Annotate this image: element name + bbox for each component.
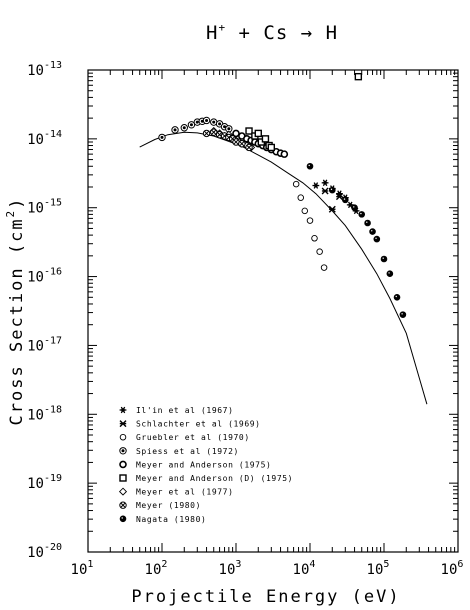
- legend-marker-open-circle-thick: [119, 460, 127, 469]
- legend-label: Meyer (1980): [136, 501, 201, 510]
- data-point-circle-dot: [180, 124, 188, 132]
- data-point-filled-circle: [342, 196, 349, 204]
- data-point-circle-dot: [158, 133, 166, 142]
- legend-marker-circle-x: [119, 501, 127, 509]
- legend-marker-open-square: [119, 474, 127, 482]
- y-tick-label: 10-15: [27, 198, 62, 217]
- data-point-circle-x: [220, 132, 229, 140]
- y-tick-label: 10-14: [27, 129, 62, 148]
- data-point-open-square: [245, 127, 253, 135]
- plot-frame: [87, 69, 459, 553]
- y-tick-label: 10-19: [27, 473, 62, 492]
- data-point-open-circle: [311, 235, 318, 242]
- data-point-open-square: [354, 72, 363, 81]
- legend-marker-circle-dot: [119, 447, 127, 455]
- x-tick-label: 105: [367, 559, 390, 578]
- legend-label: Spiess et al (1972): [136, 447, 239, 456]
- legend-marker-open-diamond: [118, 487, 128, 496]
- data-point-filled-circle: [386, 270, 394, 278]
- data-point-open-square: [261, 135, 270, 143]
- data-point-filled-circle: [351, 204, 358, 212]
- data-point-filled-circle: [328, 186, 336, 194]
- data-point-open-circle: [316, 248, 323, 255]
- legend-label: Meyer and Anderson (1975): [136, 460, 271, 469]
- x-tick-label: 104: [293, 559, 316, 578]
- data-point-open-circle: [297, 194, 305, 201]
- legend-marker-open-circle: [119, 433, 127, 441]
- data-point-x-star: [328, 205, 336, 213]
- legend-label: Meyer et al (1977): [136, 488, 234, 497]
- legend-label: Gruebler et al (1970): [136, 433, 250, 442]
- legend: Il'in et al (1967) Schlachter et al (1969…: [118, 406, 293, 524]
- data-point-circle-dot: [187, 121, 196, 129]
- data-point-open-square: [267, 143, 276, 152]
- data-point-circle-x: [238, 140, 246, 148]
- y-tick-label: 10-20: [27, 542, 62, 561]
- legend-label: Schlachter et al (1969): [136, 420, 261, 429]
- data-point-asterisk: [321, 179, 329, 187]
- data-point-filled-circle: [306, 162, 314, 170]
- data-point-filled-circle: [369, 228, 376, 235]
- x-tick-label: 106: [441, 559, 464, 578]
- x-tick-label: 102: [145, 559, 168, 578]
- tick-labels: 101 102 103 104 105 106 10-20 10-19 10-18 10-17 10…: [27, 60, 463, 578]
- data-point-x-star: [321, 187, 329, 195]
- legend-marker-filled-circle: [119, 515, 127, 523]
- x-tick-label: 101: [71, 559, 94, 578]
- data-point-filled-circle: [358, 211, 366, 218]
- data-point-filled-circle: [364, 219, 371, 227]
- data-point-circle-x: [232, 138, 240, 146]
- x-axis-label: Projectile Energy (eV): [131, 587, 400, 607]
- y-axis-label: Cross Section (cm2): [4, 197, 27, 426]
- y-tick-label: 10-17: [27, 335, 62, 354]
- y-tick-label: 10-13: [27, 60, 62, 79]
- data-point-x-star: [335, 193, 343, 201]
- legend-label: Meyer and Anderson (D) (1975): [136, 474, 293, 483]
- x-tick-label: 103: [219, 559, 242, 578]
- data-point-asterisk: [312, 182, 320, 189]
- fit-curve: [139, 131, 428, 405]
- data-point-open-circle: [320, 264, 328, 271]
- data-point-circle-x: [245, 143, 253, 152]
- data-point-circle-dot: [202, 116, 211, 125]
- data-points: [158, 72, 407, 318]
- data-point-circle-x: [202, 129, 211, 138]
- y-tick-label: 10-18: [27, 404, 62, 423]
- data-point-circle-dot: [171, 126, 179, 134]
- data-point-filled-circle: [373, 235, 381, 243]
- legend-label: Nagata (1980): [136, 515, 206, 524]
- data-point-open-square: [254, 129, 262, 138]
- data-point-open-circle: [292, 180, 300, 188]
- data-point-filled-circle: [399, 311, 407, 318]
- data-point-open-circle: [306, 217, 314, 224]
- chart-title: H+ + Cs → H: [206, 21, 338, 44]
- axis-ticks: [87, 70, 458, 553]
- data-point-filled-circle: [393, 293, 401, 301]
- data-point-open-circle: [301, 207, 309, 215]
- legend-marker-asterisk: [119, 406, 127, 414]
- legend-label: Il'in et al (1967): [136, 406, 234, 415]
- data-point-open-circle-thick: [280, 150, 289, 158]
- y-tick-label: 10-16: [27, 267, 62, 286]
- legend-marker-x-star: [119, 420, 127, 428]
- data-point-filled-circle: [380, 255, 388, 263]
